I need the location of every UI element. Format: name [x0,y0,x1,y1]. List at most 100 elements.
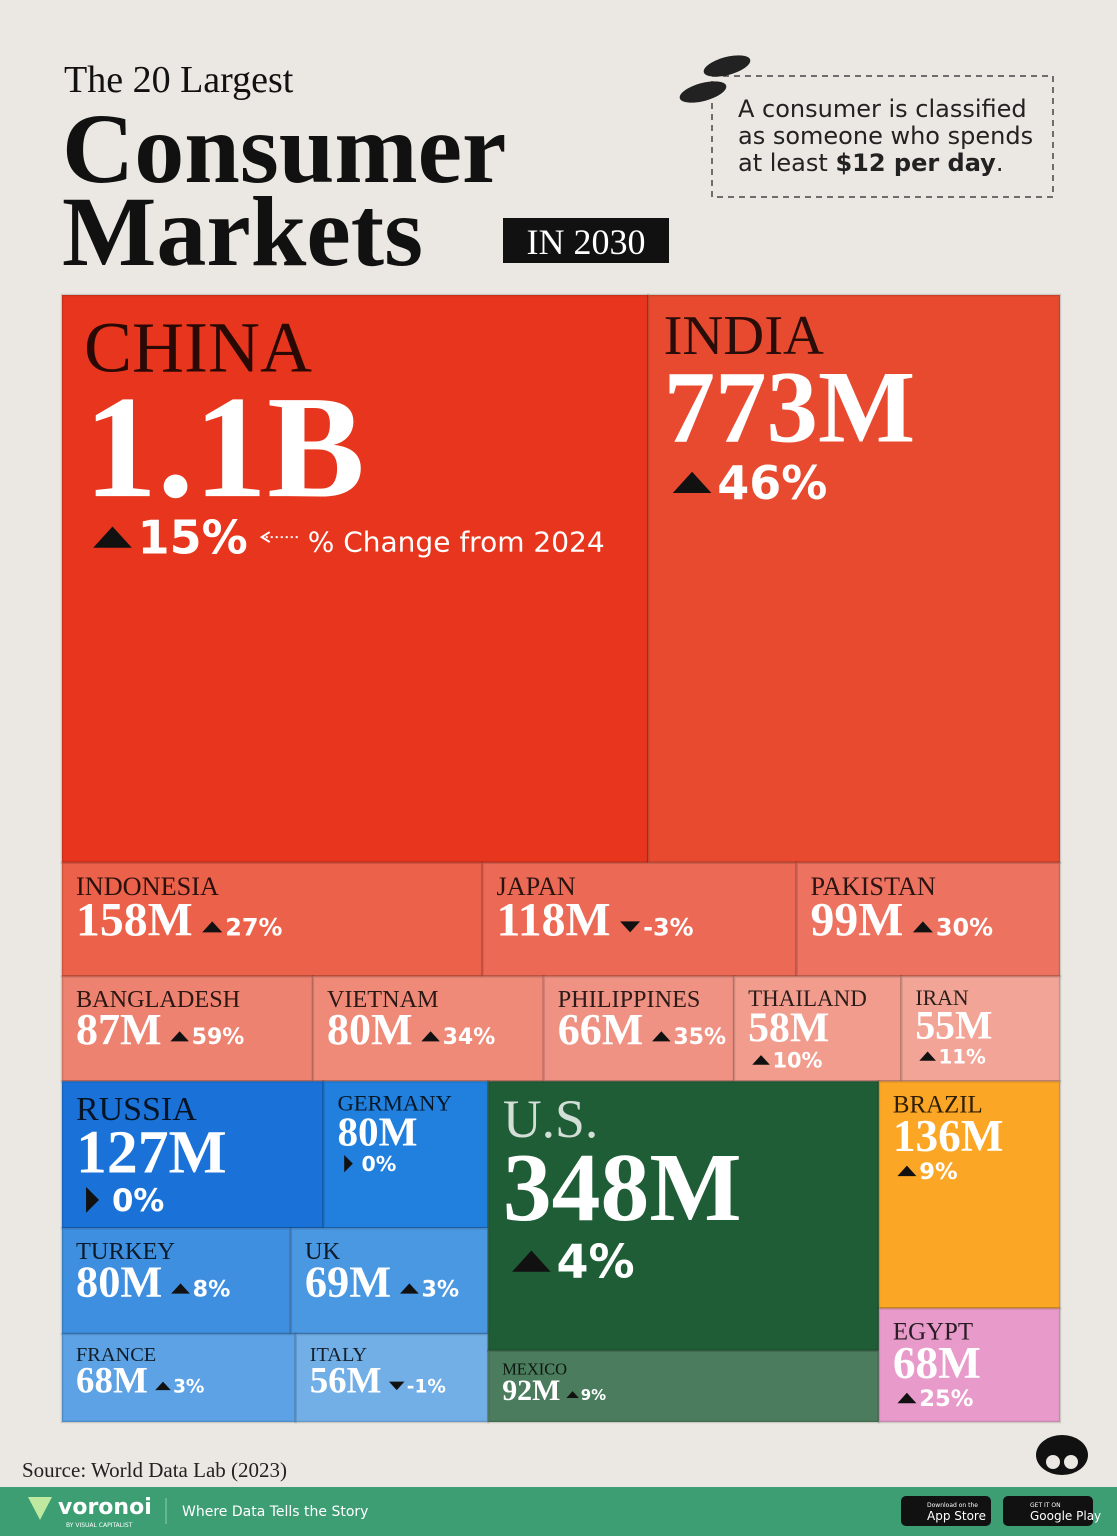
value-label: 118M [496,893,610,946]
title-suffix: IN 2030 [527,222,646,262]
value-label: 136M [893,1111,1004,1161]
value-label: 80M [337,1108,417,1154]
category-label: PHILIPPINES [558,986,701,1013]
change-label: 34% [443,1025,496,1050]
tile [60,861,484,978]
change-label: 30% [936,913,993,941]
annotation-arrow [259,531,271,543]
coin-icon [679,55,751,103]
change-label: -1% [407,1376,446,1397]
change-label: 10% [772,1048,822,1072]
tile [795,861,1062,978]
tile [900,975,1062,1083]
change-arrow [919,1051,936,1061]
app-small: Download on the [927,1502,978,1509]
category-label: THAILAND [748,986,867,1011]
category-label: ITALY [310,1344,368,1366]
note: at least [738,149,835,177]
category-label: CHINA [84,308,312,388]
tile [542,975,736,1083]
tile [486,1349,881,1424]
change-arrow [672,471,712,494]
tagline: Where Data Tells the Story [182,1504,368,1520]
change-label: 11% [938,1045,986,1068]
change-arrow [171,1283,190,1294]
category-label: JAPAN [496,872,575,901]
change-label: 8% [193,1277,231,1303]
category-label: IRAN [915,986,969,1010]
change-label: 3% [421,1277,459,1303]
value-label: 68M [893,1338,981,1388]
category-label: INDONESIA [76,872,219,901]
tile [60,293,650,864]
change-arrow [752,1055,770,1065]
category-label: U.S. [503,1089,599,1149]
change-arrow [620,921,641,933]
change-arrow [86,1186,100,1213]
change-label: 0% [112,1183,164,1219]
change-label: 27% [225,913,282,941]
tile [486,1080,881,1353]
tile [646,293,1062,864]
change-arrow [912,921,933,933]
category-label: INDIA [664,305,824,367]
change-arrow [155,1381,171,1391]
year-box [503,218,669,263]
change-arrow [897,1392,917,1404]
note: . [996,149,1004,177]
change-arrow [566,1391,579,1399]
change-label: 4% [556,1235,634,1289]
category-label: EGYPT [893,1318,973,1345]
change-label: 46% [717,456,827,510]
category-label: BANGLADESH [76,986,240,1013]
play-badge[interactable] [1003,1496,1093,1526]
category-label: BRAZIL [893,1091,983,1118]
category-label: PAKISTAN [811,872,936,901]
app-badge[interactable] [901,1496,991,1526]
change-arrow [170,1031,189,1042]
value-label: 348M [503,1134,742,1242]
change-label: 15% [138,511,248,565]
tile [294,1332,490,1424]
play: Google Play [1030,1509,1101,1523]
value-label: 1.1B [84,365,365,528]
category-label: RUSSIA [76,1091,197,1128]
change-arrow [400,1283,419,1294]
change-label: 9% [581,1386,606,1404]
value-label: 92M [502,1374,560,1407]
change-label: 35% [673,1025,726,1050]
brand-icon [28,1497,52,1520]
value-label: 99M [811,893,904,946]
value-label: 55M [915,1003,992,1047]
tile [60,1080,325,1230]
value-label: 68M [76,1359,148,1400]
change-label: 9% [919,1159,957,1185]
tile [481,861,798,978]
value-label: 69M [305,1257,391,1307]
title: Consumer [62,93,506,204]
change-arrow [897,1165,917,1177]
change-arrow [202,921,223,933]
change-arrow [652,1031,671,1042]
change-label: -3% [643,913,694,941]
note-bold: $12 per day [835,149,996,177]
app: App Store [927,1509,986,1523]
note: A consumer is classified [738,95,1027,123]
category-label: VIETNAM [327,986,439,1013]
note-box [711,75,1054,198]
category-label: UK [305,1238,341,1265]
value-label: 80M [76,1257,162,1307]
tile [60,975,315,1083]
change-label: 59% [192,1025,245,1050]
value-label: 127M [76,1118,227,1186]
change-arrow [93,526,132,548]
category-label: FRANCE [76,1344,156,1366]
change-arrow [344,1155,353,1173]
source: Source: World Data Lab (2023) [22,1458,287,1482]
annotation: % Change from 2024 [308,526,605,559]
category-label: TURKEY [76,1238,175,1265]
note: as someone who spends [738,122,1033,150]
tile [289,1226,490,1336]
